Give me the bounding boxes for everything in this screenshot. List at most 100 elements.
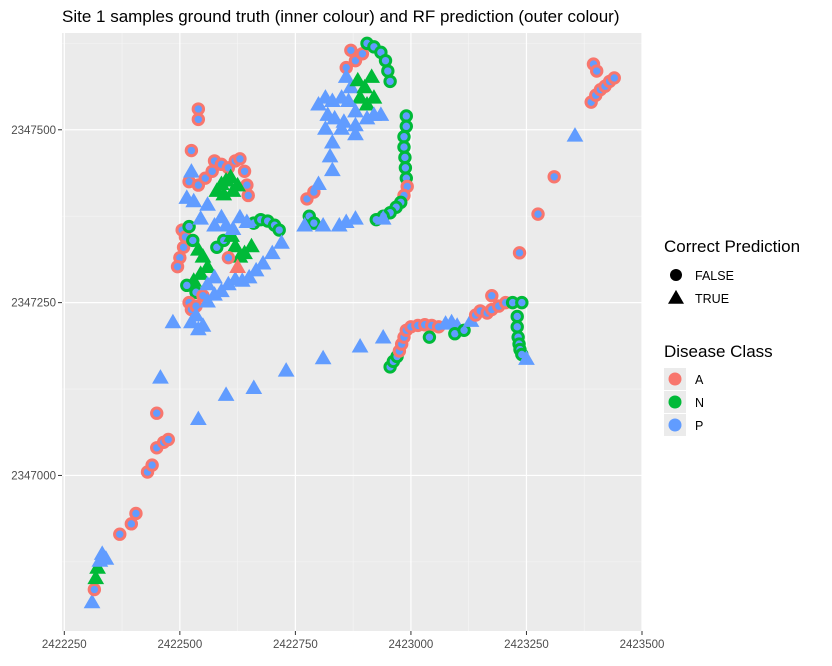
point-59 bbox=[518, 350, 535, 365]
point-162 bbox=[383, 74, 397, 89]
legend-color-label: N bbox=[695, 396, 704, 410]
point-152 bbox=[217, 216, 235, 232]
y-tick-label: 2347500 bbox=[11, 125, 56, 137]
point-156 bbox=[355, 47, 370, 61]
point-60 bbox=[512, 246, 527, 260]
point-72 bbox=[191, 102, 206, 116]
point-189 bbox=[347, 125, 364, 141]
point-90 bbox=[199, 196, 216, 211]
point-17 bbox=[164, 313, 182, 329]
legend-key-triangle bbox=[668, 289, 684, 304]
y-tick-label: 2347000 bbox=[11, 470, 56, 482]
x-tick-label: 2422750 bbox=[273, 639, 318, 651]
legend-shape-label: TRUE bbox=[695, 292, 729, 306]
point-147 bbox=[206, 216, 223, 232]
point-18 bbox=[189, 410, 207, 426]
legend-key-P bbox=[668, 418, 682, 432]
x-tick-label: 2422250 bbox=[42, 639, 87, 651]
point-97 bbox=[229, 176, 246, 192]
point-110 bbox=[180, 278, 194, 293]
point-177 bbox=[310, 96, 327, 111]
point-190 bbox=[372, 106, 390, 121]
point-140 bbox=[206, 268, 223, 284]
point-137 bbox=[254, 255, 272, 270]
legend-color-entries: ANP bbox=[664, 368, 704, 436]
point-8 bbox=[124, 517, 139, 531]
point-191 bbox=[399, 109, 414, 123]
point-9 bbox=[129, 506, 143, 521]
point-71 bbox=[590, 64, 604, 78]
point-210 bbox=[307, 216, 321, 230]
point-6 bbox=[97, 550, 115, 565]
point-115 bbox=[226, 237, 244, 253]
point-118 bbox=[243, 237, 260, 253]
point-160 bbox=[378, 53, 393, 68]
point-196 bbox=[398, 161, 413, 175]
point-150 bbox=[238, 213, 256, 229]
point-23 bbox=[351, 337, 369, 353]
point-186 bbox=[321, 147, 339, 163]
legend-color-label: P bbox=[695, 419, 703, 433]
point-0 bbox=[83, 593, 101, 609]
point-103 bbox=[182, 219, 196, 234]
points-layer bbox=[83, 36, 621, 609]
y-tick-label: 2347250 bbox=[11, 298, 56, 310]
point-52 bbox=[485, 289, 499, 303]
point-20 bbox=[245, 379, 263, 394]
point-141 bbox=[199, 275, 216, 291]
point-102 bbox=[170, 259, 185, 274]
point-89 bbox=[185, 192, 203, 208]
point-51 bbox=[515, 295, 529, 310]
legend-color-label: A bbox=[695, 373, 704, 387]
point-11 bbox=[145, 458, 159, 472]
point-166 bbox=[349, 71, 367, 87]
point-24 bbox=[374, 328, 392, 344]
point-214 bbox=[314, 216, 332, 232]
point-21 bbox=[277, 362, 295, 377]
point-145 bbox=[183, 313, 200, 329]
x-tick-label: 2423250 bbox=[504, 639, 549, 651]
point-63 bbox=[566, 127, 584, 142]
point-154 bbox=[344, 43, 358, 57]
point-62 bbox=[547, 170, 561, 184]
point-213 bbox=[310, 175, 327, 191]
point-185 bbox=[323, 134, 341, 149]
point-69 bbox=[607, 71, 621, 85]
point-106 bbox=[194, 248, 212, 263]
point-14 bbox=[161, 432, 175, 447]
point-37 bbox=[422, 330, 437, 344]
point-206 bbox=[347, 210, 364, 225]
point-104 bbox=[186, 233, 200, 248]
point-85 bbox=[237, 164, 252, 178]
point-107 bbox=[199, 258, 216, 273]
point-194 bbox=[397, 140, 411, 154]
legend-key-A bbox=[668, 372, 682, 386]
point-176 bbox=[317, 89, 334, 104]
point-15 bbox=[150, 406, 164, 420]
point-19 bbox=[217, 386, 235, 401]
point-187 bbox=[323, 161, 341, 177]
point-108 bbox=[192, 265, 210, 280]
point-61 bbox=[531, 207, 545, 221]
point-73 bbox=[191, 112, 206, 127]
point-161 bbox=[381, 64, 395, 78]
point-215 bbox=[296, 216, 313, 232]
x-tick-label: 2423500 bbox=[620, 639, 665, 651]
point-2 bbox=[87, 569, 105, 585]
legend-key-N bbox=[668, 395, 682, 409]
point-138 bbox=[263, 244, 281, 260]
point-22 bbox=[314, 349, 332, 365]
point-76 bbox=[183, 163, 200, 178]
point-164 bbox=[337, 68, 355, 83]
x-tick-label: 2423000 bbox=[389, 639, 434, 651]
point-179 bbox=[326, 109, 344, 125]
point-119 bbox=[221, 250, 236, 265]
point-16 bbox=[152, 369, 169, 384]
legend: Correct Prediction FALSE TRUE Disease Cla… bbox=[664, 237, 800, 436]
point-169 bbox=[351, 89, 369, 104]
point-208 bbox=[330, 216, 348, 232]
point-146 bbox=[192, 210, 210, 225]
legend-title-color: Disease Class bbox=[664, 342, 773, 361]
legend-key-circle bbox=[670, 269, 682, 281]
